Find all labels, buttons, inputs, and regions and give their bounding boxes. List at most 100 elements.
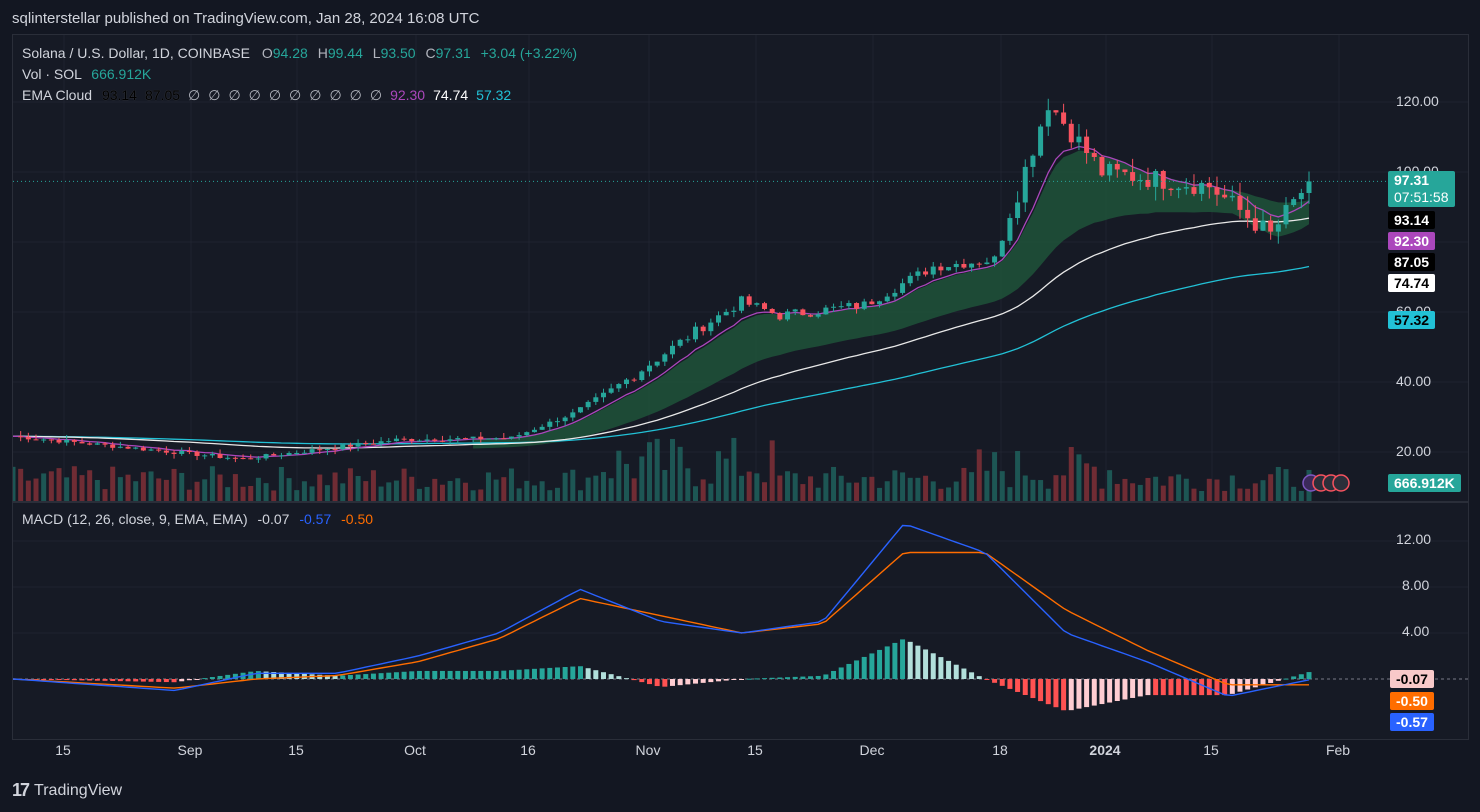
macd-histogram-bar (508, 670, 514, 679)
volume-bar (1260, 480, 1266, 501)
macd-histogram-bar (1183, 679, 1189, 696)
macd-histogram-bar (884, 646, 890, 679)
volume-bar (524, 480, 530, 501)
price-chart[interactable] (13, 35, 1468, 501)
volume-bar (209, 466, 215, 501)
candle-body (370, 443, 376, 445)
candle-body (462, 438, 468, 440)
candle-body (470, 436, 476, 439)
macd-histogram-bar (1130, 679, 1136, 698)
macd-histogram-bar (1045, 679, 1051, 705)
volume-bar (48, 471, 54, 501)
volume-bar (232, 474, 238, 501)
candle-body (946, 267, 952, 271)
macd-histogram-bar (946, 660, 952, 679)
volume-bar (1222, 490, 1228, 501)
macd-histogram-bar (248, 671, 254, 679)
ema-legend-value: ∅ (188, 87, 201, 103)
candle-body (324, 449, 330, 451)
candle-body (87, 443, 93, 445)
macd-histogram-bar (401, 671, 407, 679)
macd-panel[interactable] (12, 502, 1469, 740)
candle-body (309, 449, 315, 453)
macd-histogram-bar (378, 673, 384, 679)
macd-histogram-bar (800, 676, 806, 679)
macd-histogram-bar (324, 675, 330, 679)
volume-bar (416, 488, 422, 501)
candle-body (386, 441, 392, 443)
volume-bar (1268, 474, 1274, 501)
tradingview-footer[interactable]: 17 TradingView (12, 780, 122, 801)
macd-histogram-bar (1275, 679, 1281, 681)
low-value: 93.50 (380, 45, 416, 61)
macd-histogram-bar (708, 679, 714, 683)
macd-histogram-bar (110, 679, 116, 681)
macd-histogram-bar (838, 667, 844, 679)
volume-bar (593, 475, 599, 501)
candle-body (900, 283, 906, 293)
candle-body (209, 454, 215, 456)
macd-histogram-bar (1168, 679, 1174, 696)
volume-tag: 666.912K (1388, 474, 1461, 492)
macd-histogram-bar (1252, 679, 1258, 688)
candle-body (823, 307, 829, 315)
macd-histogram-bar (1176, 679, 1182, 696)
volume-bar (969, 472, 975, 501)
macd-histogram-bar (56, 679, 62, 680)
candle-body (1068, 123, 1074, 143)
volume-bar (646, 442, 652, 501)
macd-histogram-bar (1091, 679, 1097, 706)
macd-tick: 8.00 (1402, 577, 1430, 593)
volume-bar (18, 468, 24, 501)
candle-body (731, 310, 737, 312)
candle-body (294, 452, 300, 454)
candle-body (1160, 170, 1166, 189)
time-axis[interactable]: 15 Sep 15 Oct 16 Nov 15 Dec 18 2024 15 Feb (0, 740, 1480, 760)
volume-bar (1015, 451, 1021, 501)
candle-body (785, 311, 791, 320)
ema-purple-line (13, 145, 1310, 458)
volume-bar (1030, 479, 1036, 501)
time-tick: 15 (1203, 742, 1219, 758)
macd-line (13, 524, 1310, 697)
volume-bar (516, 488, 522, 501)
volume-bar (125, 474, 131, 501)
price-panel[interactable] (12, 34, 1469, 502)
volume-bar (570, 469, 576, 501)
ema-legend-value: ∅ (329, 87, 342, 103)
volume-bar (1183, 478, 1189, 501)
macd-histogram-bar (278, 672, 284, 679)
ema-legend-value: ∅ (289, 87, 302, 103)
volume-bar (1122, 478, 1128, 501)
volume-bar (156, 478, 162, 501)
candle-body (217, 454, 223, 458)
candle-body (393, 438, 399, 442)
candle-body (524, 432, 530, 436)
candle-body (1122, 169, 1128, 173)
volume-bar (577, 490, 583, 501)
macd-histogram-bar (815, 675, 821, 679)
volume-bar (1061, 475, 1067, 501)
candle-body (64, 439, 70, 443)
volume-bar (401, 468, 407, 501)
volume-bar (915, 477, 921, 501)
macd-histogram-bar (1122, 679, 1128, 700)
macd-histogram-bar (861, 656, 867, 679)
volume-bar (739, 475, 745, 501)
macd-histogram-bar (447, 670, 453, 679)
macd-legend: MACD (12, 26, close, 9, EMA, EMA) -0.07 … (22, 509, 373, 530)
macd-histogram-bar (1068, 679, 1074, 711)
candle-body (585, 401, 591, 408)
macd-histogram-bar (1268, 679, 1274, 683)
candle-body (1214, 187, 1220, 195)
macd-histogram-bar (915, 645, 921, 679)
time-tick: 2024 (1089, 742, 1121, 758)
candle-body (554, 421, 560, 423)
volume-bar (33, 478, 39, 501)
candle-body (600, 392, 606, 398)
candle-body (777, 313, 783, 320)
macd-histogram-bar (693, 679, 699, 684)
candle-body (1222, 194, 1228, 198)
macd-chart[interactable] (13, 503, 1468, 739)
volume-bar (386, 482, 392, 501)
